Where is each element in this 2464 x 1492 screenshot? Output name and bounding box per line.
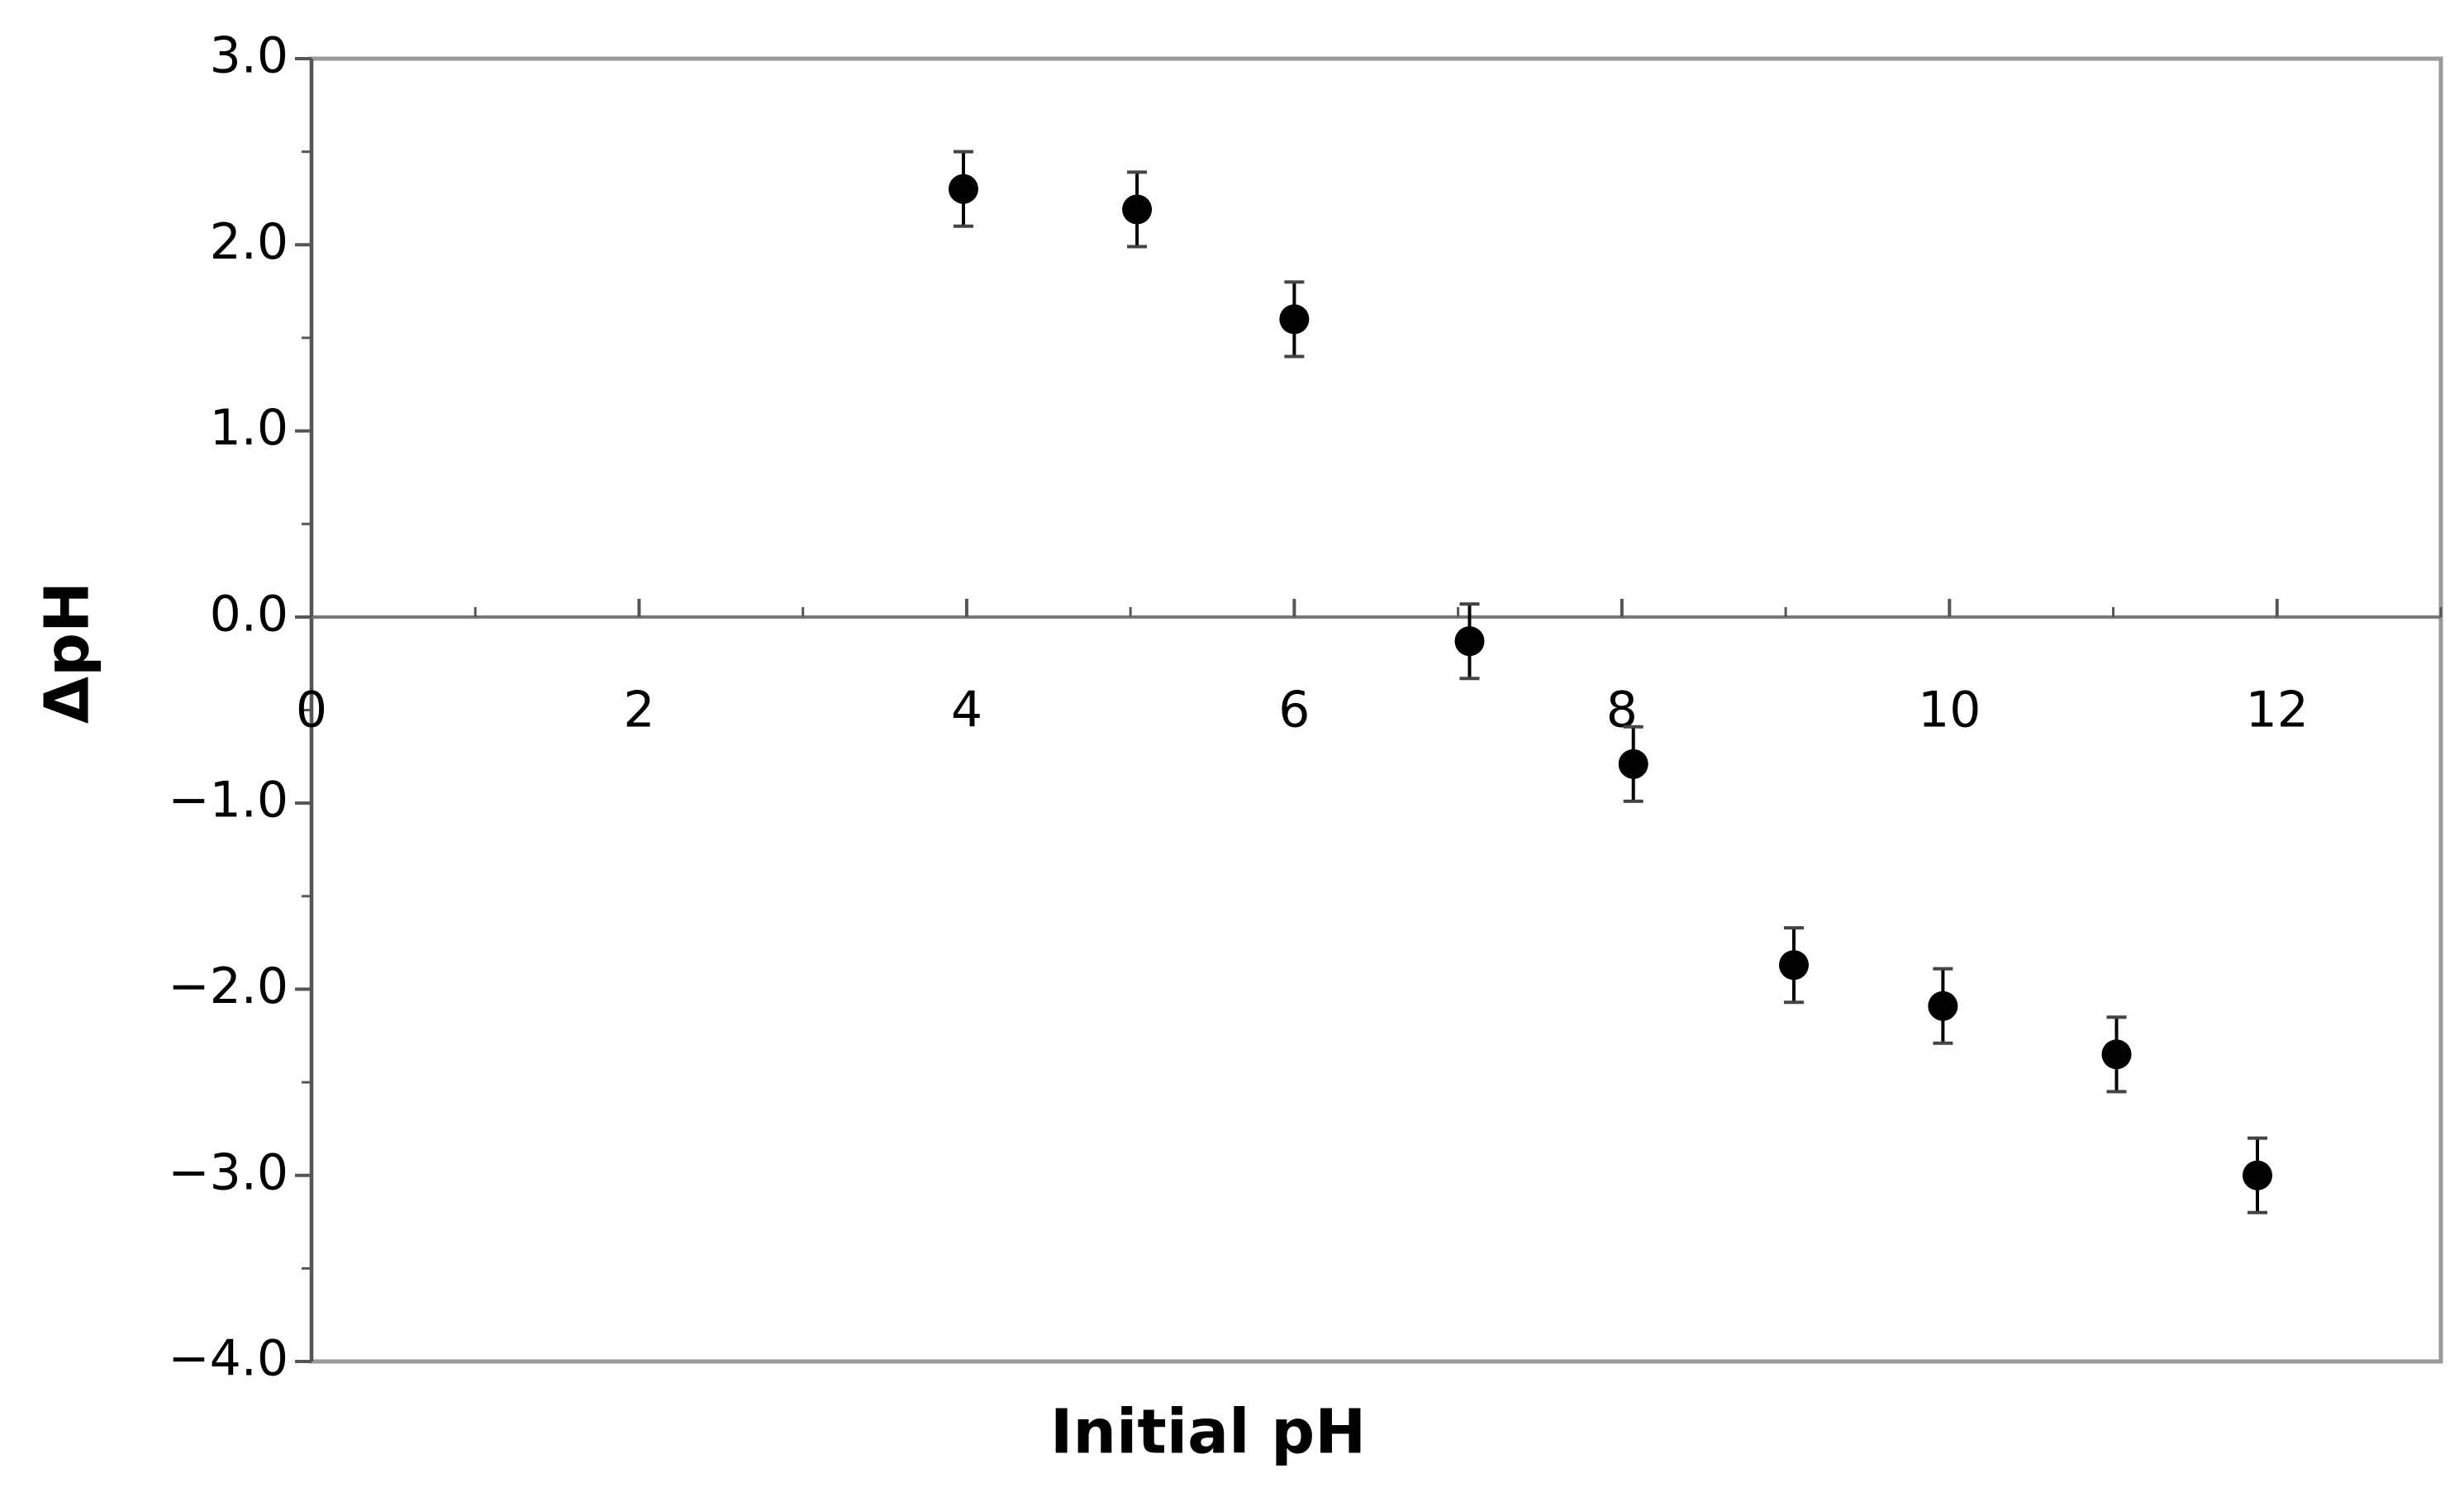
y-tick-label: −3.0 xyxy=(168,1143,288,1201)
y-tick-label: 2.0 xyxy=(210,213,288,271)
y-tick-label: 1.0 xyxy=(210,399,288,457)
x-tick-label: 12 xyxy=(2246,681,2309,739)
data-point xyxy=(1454,626,1485,657)
x-tick-label: 0 xyxy=(296,681,327,739)
x-tick-label: 4 xyxy=(951,681,982,739)
y-tick-label: −4.0 xyxy=(168,1330,288,1388)
data-point xyxy=(1279,304,1310,335)
data-point xyxy=(1778,950,1809,981)
y-axis-title: ΔpH xyxy=(32,582,103,724)
data-point xyxy=(1928,991,1958,1021)
data-point xyxy=(948,173,978,204)
y-tick-label: 0.0 xyxy=(210,585,288,643)
y-tick-label: −2.0 xyxy=(168,957,288,1015)
data-point xyxy=(2242,1160,2272,1190)
y-tick-label: −1.0 xyxy=(168,772,288,829)
data-point xyxy=(1122,194,1153,225)
data-point xyxy=(1618,748,1648,779)
x-axis-title: Initial pH xyxy=(1050,1397,1366,1468)
x-tick-label: 2 xyxy=(623,681,654,739)
x-tick-label: 6 xyxy=(1278,681,1310,739)
x-tick-label: 10 xyxy=(1918,681,1981,739)
y-tick-label: 3.0 xyxy=(210,27,288,85)
data-point xyxy=(2101,1039,2132,1070)
